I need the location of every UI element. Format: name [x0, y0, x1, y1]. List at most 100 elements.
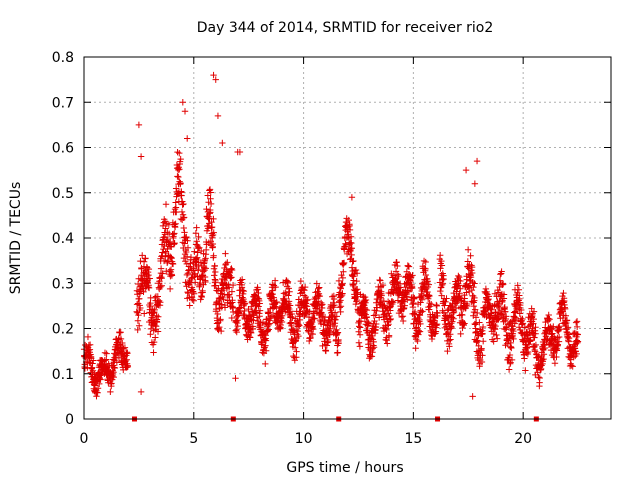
- data-point: [516, 295, 523, 303]
- data-point: [375, 314, 383, 321]
- data-point: [293, 354, 300, 361]
- data-point: [176, 149, 183, 157]
- data-point: [434, 309, 441, 317]
- data-point: [374, 295, 381, 303]
- data-point: [364, 319, 372, 326]
- x-tick-label: 15: [404, 431, 422, 447]
- data-point: [206, 186, 214, 193]
- data-point: [250, 317, 257, 324]
- data-point: [229, 281, 237, 289]
- data-point: [449, 318, 456, 325]
- data-point: [190, 297, 197, 304]
- data-point: [446, 343, 453, 350]
- data-point: [522, 367, 529, 374]
- data-point: [150, 349, 157, 356]
- data-point: [395, 272, 402, 280]
- data-point: [417, 320, 424, 328]
- data-point: [479, 338, 487, 345]
- data-point: [518, 306, 525, 314]
- data-point: [117, 335, 125, 343]
- data-point: [532, 330, 539, 337]
- data-point: [241, 300, 249, 307]
- data-point: [135, 121, 143, 129]
- data-point: [531, 348, 539, 355]
- data-point: [439, 280, 447, 287]
- data-point: [478, 358, 486, 366]
- data-point: [425, 295, 432, 302]
- data-point: [315, 284, 323, 291]
- data-point: [331, 320, 339, 327]
- data-point: [195, 233, 202, 241]
- data-point: [202, 246, 210, 254]
- data-point: [436, 252, 444, 259]
- data-point: [141, 310, 148, 317]
- data-point: [573, 350, 580, 358]
- data-point: [445, 337, 453, 344]
- data-point: [404, 262, 412, 270]
- data-point: [425, 281, 433, 288]
- data-point: [158, 282, 165, 289]
- data-point: [183, 233, 190, 241]
- data-point: [340, 268, 347, 276]
- data-point: [101, 349, 109, 356]
- data-point: [124, 350, 131, 357]
- data-point: [174, 173, 181, 180]
- data-point: [369, 345, 376, 352]
- data-point: [510, 335, 517, 343]
- data-point: [228, 265, 235, 272]
- data-point: [454, 284, 461, 292]
- data-point: [184, 288, 191, 296]
- data-point: [479, 330, 486, 337]
- data-point: [184, 237, 191, 244]
- data-point: [152, 334, 159, 341]
- data-point: [262, 342, 269, 349]
- data-point: [467, 273, 475, 281]
- data-point: [189, 296, 196, 303]
- data-point: [234, 322, 241, 330]
- data-point: [425, 306, 433, 313]
- data-point: [173, 208, 180, 216]
- data-point: [399, 317, 407, 325]
- data-point: [210, 252, 217, 259]
- data-point: [564, 324, 572, 331]
- data-point: [443, 295, 450, 302]
- data-point: [356, 343, 364, 350]
- data-point: [271, 277, 279, 284]
- data-point: [464, 300, 471, 308]
- data-point: [561, 305, 569, 313]
- data-point: [228, 314, 235, 322]
- data-point: [348, 194, 356, 201]
- data-point: [437, 287, 444, 295]
- data-point: [362, 296, 370, 304]
- data-point: [348, 245, 356, 252]
- data-point: [266, 320, 273, 327]
- data-point: [507, 318, 514, 326]
- data-point: [304, 296, 311, 303]
- data-point: [368, 353, 376, 360]
- data-point: [202, 278, 209, 286]
- data-point: [553, 353, 560, 361]
- data-point: [353, 277, 360, 285]
- data-point: [317, 309, 325, 316]
- data-point: [409, 272, 416, 279]
- data-point: [455, 282, 463, 289]
- data-point: [97, 376, 104, 383]
- data-point: [463, 289, 470, 296]
- data-point: [443, 326, 451, 333]
- data-point: [187, 254, 195, 261]
- y-tick-label: 0.2: [52, 322, 74, 338]
- data-point: [536, 374, 543, 382]
- data-point: [337, 303, 345, 310]
- data-point: [222, 260, 230, 268]
- data-point: [530, 315, 537, 323]
- data-point: [337, 308, 344, 316]
- data-point: [453, 299, 461, 306]
- data-point: [273, 298, 280, 306]
- data-point: [311, 315, 318, 322]
- data-point: [166, 238, 174, 246]
- data-point: [293, 348, 300, 355]
- data-point: [207, 209, 214, 216]
- data-point: [334, 329, 342, 336]
- data-point: [347, 233, 355, 240]
- data-point: [269, 311, 277, 319]
